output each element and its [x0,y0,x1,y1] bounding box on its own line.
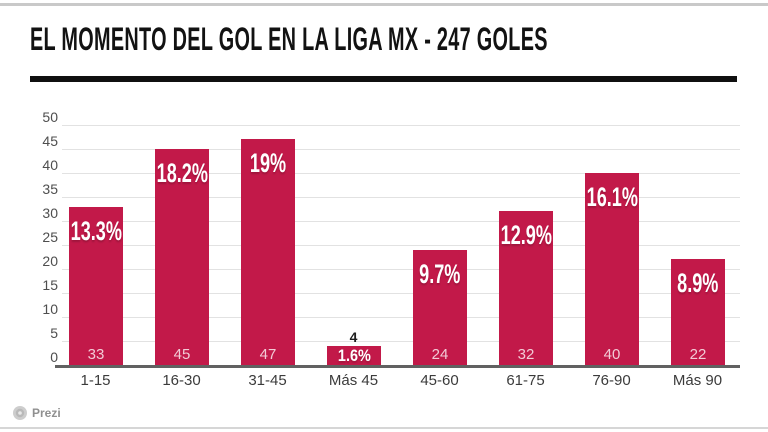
x-axis-category-label: Más 45 [328,372,379,389]
bar-percent-text: 19% [249,148,287,179]
page-title: EL MOMENTO DEL GOL EN LA LIGA MX - 247 G… [30,22,768,56]
x-axis-category-label: 76-90 [592,372,631,389]
y-axis-tick-label: 40 [42,157,58,173]
x-axis-category-label: 61-75 [506,372,545,389]
prezi-logo[interactable]: Prezi [13,405,61,421]
gridline [62,173,740,174]
y-axis-tick-label: 10 [42,301,58,317]
bar: 13.3% 33 [69,206,123,365]
title-underline [30,76,737,82]
bar-percent-text: 8.9% [677,268,719,299]
bar-percent-text: 16.1% [586,182,638,212]
prezi-logo-text: Prezi [32,406,61,420]
bar: 19% 47 [241,139,295,365]
bar-value-label: 22 [689,345,707,363]
bar-percent-text: 13.3% [70,215,122,246]
bar-percent-text: 18.2% [156,158,208,188]
x-axis-category-label: Más 90 [672,372,723,389]
bar: 8.9% 22 [671,259,725,365]
bar-value-label: 32 [517,345,535,363]
bar-percent-label: 12.9% [477,220,575,251]
y-axis-tick-label: 25 [42,229,58,245]
gridline [62,197,740,198]
gridline [62,341,740,342]
gridline [62,221,740,222]
gridline [62,245,740,246]
bar-value-label: 40 [603,346,621,363]
small-bar-value-label: 4 [349,328,358,345]
y-axis-tick-label: 45 [42,133,58,149]
bar-percent-text: 12.9% [500,220,552,251]
bar-value-label: 47 [259,345,277,363]
y-axis-tick-label: 5 [50,325,58,341]
x-axis-category-label: 45-60 [420,372,459,389]
y-axis-tick-label: 50 [42,109,58,125]
top-border-line [0,3,768,6]
bar-percent-label: 19% [219,148,317,179]
bar-value-label: 24 [431,345,449,363]
bar-percent-text: 9.7% [419,258,461,289]
bar: 16.1% 40 [585,173,639,365]
gridline [62,269,740,270]
bar-percent-label: 1.6% [305,346,403,366]
bar-percent-label: 8.9% [649,268,747,299]
bar: 1.6% [327,345,381,365]
bar-value-label: 33 [87,345,105,363]
gridline [62,125,740,126]
bar: 18.2% 45 [155,149,209,365]
bar-percent-label: 18.2% [133,158,231,189]
x-axis-category-label: 16-30 [162,372,201,389]
bar-percent-text: 1.6% [337,345,371,365]
bar: 9.7% 24 [413,249,467,365]
gridline [62,293,740,294]
x-axis-category-label: 31-45 [248,372,287,389]
bar-percent-label: 13.3% [47,216,145,247]
bar-percent-label: 9.7% [391,259,489,290]
y-axis-tick-label: 15 [42,277,58,293]
bar-value-label: 45 [173,346,191,363]
y-axis-tick-label: 30 [42,205,58,221]
y-axis-tick-label: 20 [42,253,58,269]
bottom-border-line [0,427,768,429]
prezi-logo-icon [13,406,27,420]
y-axis-tick-label: 35 [42,181,58,197]
x-axis-category-label: 1-15 [80,372,111,389]
bar: 12.9% 32 [499,211,553,365]
x-axis-line [55,365,740,368]
y-axis-tick-label: 0 [50,349,58,365]
page-title-text: EL MOMENTO DEL GOL EN LA LIGA MX - 247 G… [30,21,548,57]
gridline [62,317,740,318]
bar-percent-label: 16.1% [563,182,661,213]
gridline [62,149,740,150]
